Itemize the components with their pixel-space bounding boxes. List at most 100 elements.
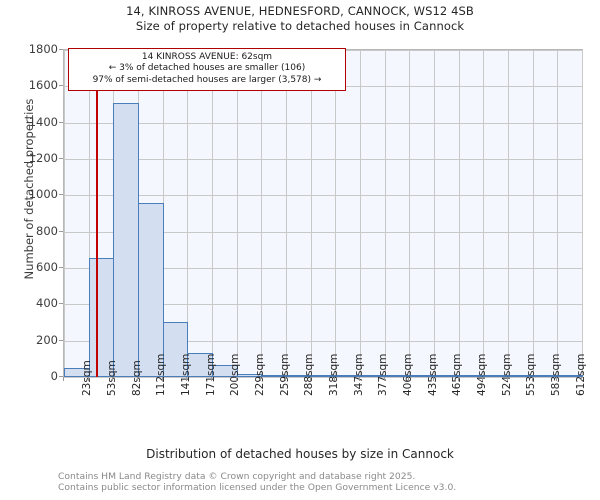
gridline-vertical	[89, 50, 90, 377]
y-axis-tick-mark	[59, 49, 63, 50]
chart-title: 14, KINROSS AVENUE, HEDNESFORD, CANNOCK,…	[126, 4, 474, 18]
gridline-horizontal	[64, 377, 582, 378]
x-axis-tick-label: 377sqm	[376, 354, 390, 396]
histogram-bar	[89, 258, 114, 377]
x-axis-tick-mark	[310, 377, 311, 381]
x-axis-tick-label: 23sqm	[80, 360, 94, 396]
x-axis-tick-label: 82sqm	[130, 360, 144, 396]
annotation-line-1: 14 KINROSS AVENUE: 62sqm	[141, 52, 273, 62]
x-axis-tick-mark	[384, 377, 385, 381]
gridline-horizontal	[64, 340, 582, 342]
y-axis-tick-mark	[59, 158, 63, 159]
x-axis-tick-label: 583sqm	[549, 354, 563, 396]
x-axis-tick-label: 524sqm	[500, 354, 514, 396]
gridline-vertical	[483, 50, 484, 377]
x-axis-tick-label: 318sqm	[327, 354, 341, 396]
histogram-bar	[335, 375, 361, 377]
gridline-vertical	[582, 50, 583, 377]
gridline-vertical	[261, 50, 262, 377]
histogram-bar	[385, 375, 410, 377]
x-axis-tick-mark	[532, 377, 533, 381]
y-axis-tick-label: 1400	[28, 114, 58, 129]
x-axis-tick-label: 406sqm	[401, 354, 415, 396]
chart-subtitle: Size of property relative to detached ho…	[135, 19, 465, 33]
histogram-bar	[212, 365, 238, 377]
gridline-vertical	[360, 50, 361, 377]
histogram-bar	[508, 375, 534, 377]
gridline-vertical	[533, 50, 534, 377]
x-axis-tick-label: 259sqm	[278, 354, 292, 396]
y-axis-tick-label: 0	[50, 369, 58, 383]
x-axis-tick-label: 141sqm	[179, 354, 193, 396]
property-annotation-box: 14 KINROSS AVENUE: 62sqm ← 3% of detache…	[68, 48, 346, 92]
y-axis-tick-mark	[59, 267, 63, 268]
x-axis-tick-mark	[63, 377, 64, 381]
gridline-vertical	[64, 50, 65, 377]
x-axis-tick-label: 200sqm	[228, 354, 242, 396]
y-axis-tick-label: 800	[36, 223, 58, 238]
histogram-bar	[409, 375, 435, 377]
gridline-vertical	[459, 50, 460, 377]
gridline-vertical	[187, 50, 188, 377]
y-axis-tick-mark	[59, 303, 63, 305]
footer-line-1: Contains HM Land Registry data © Crown c…	[58, 471, 416, 482]
gridline-vertical	[409, 50, 410, 377]
gridline-vertical	[212, 50, 213, 377]
gridline-vertical	[237, 50, 238, 377]
x-axis-tick-mark	[162, 377, 163, 381]
x-axis-tick-mark	[408, 377, 409, 381]
y-axis-tick-label: 400	[36, 296, 58, 311]
x-axis-tick-mark	[482, 377, 483, 381]
y-axis-tick-mark	[59, 194, 63, 196]
gridline-vertical	[508, 50, 509, 377]
x-axis-tick-mark	[88, 377, 89, 381]
histogram-bar	[557, 375, 583, 377]
histogram-bar	[261, 375, 287, 377]
histogram-bar	[360, 375, 386, 377]
x-axis-tick-mark	[334, 377, 335, 381]
x-axis-tick-label: 612sqm	[574, 354, 588, 396]
histogram-bar	[311, 375, 336, 377]
x-axis-tick-mark	[581, 377, 582, 381]
histogram-bar	[286, 375, 312, 377]
gridline-vertical	[557, 50, 558, 377]
histogram-bar	[483, 375, 509, 377]
gridline-horizontal	[64, 304, 582, 306]
histogram-bar	[533, 375, 558, 377]
y-axis-tick-label: 600	[36, 260, 58, 274]
gridline-vertical	[286, 50, 287, 377]
x-axis-tick-mark	[458, 377, 459, 381]
y-axis-tick-mark	[59, 85, 63, 87]
y-axis-tick-label: 1000	[28, 187, 58, 202]
gridline-horizontal	[64, 195, 582, 197]
gridline-vertical	[335, 50, 336, 377]
y-axis-tick-mark	[59, 339, 63, 341]
property-size-marker-line	[96, 50, 98, 377]
y-axis-tick-label: 1800	[28, 42, 58, 56]
y-axis-tick-mark	[59, 121, 63, 123]
y-axis-tick-label: 200	[36, 332, 58, 347]
x-axis-tick-mark	[433, 377, 434, 381]
x-axis-tick-label: 288sqm	[302, 354, 316, 396]
gridline-horizontal	[64, 159, 582, 160]
x-axis-tick-label: 347sqm	[352, 354, 366, 396]
footer-attribution: Contains HM Land Registry data © Crown c…	[58, 471, 598, 493]
x-axis-tick-mark	[556, 377, 557, 381]
x-axis-tick-label: 465sqm	[450, 354, 464, 396]
histogram-bar	[113, 102, 139, 377]
chart-title-block: 14, KINROSS AVENUE, HEDNESFORD, CANNOCK,…	[0, 4, 600, 34]
gridline-horizontal	[64, 122, 582, 124]
y-axis-tick-mark	[59, 230, 63, 232]
x-axis-tick-label: 494sqm	[475, 354, 489, 396]
x-axis-tick-label: 553sqm	[524, 354, 538, 396]
histogram-bar	[163, 321, 188, 377]
x-axis-tick-label: 229sqm	[253, 354, 267, 396]
y-axis-tick-label: 1600	[28, 78, 58, 93]
annotation-line-3: 97% of semi-detached houses are larger (…	[92, 74, 322, 85]
x-axis-tick-label: 435sqm	[426, 354, 440, 396]
x-axis-tick-mark	[112, 377, 113, 381]
gridline-horizontal	[64, 268, 582, 269]
x-axis-tick-mark	[285, 377, 286, 381]
x-axis-tick-label: 112sqm	[154, 354, 168, 396]
x-axis-tick-label: 53sqm	[105, 360, 119, 396]
